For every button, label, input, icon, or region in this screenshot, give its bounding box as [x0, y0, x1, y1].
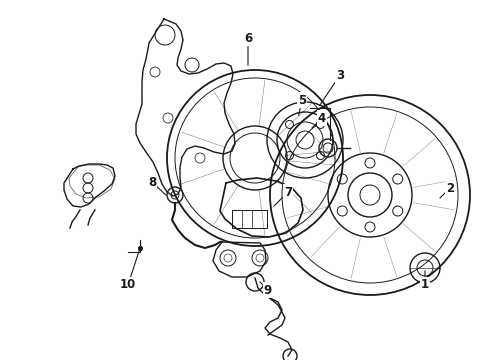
Text: 1: 1: [421, 279, 429, 292]
Text: 3: 3: [336, 68, 344, 81]
Text: 6: 6: [244, 32, 252, 45]
Text: 2: 2: [446, 181, 454, 194]
Text: 4: 4: [318, 112, 326, 125]
Text: 8: 8: [148, 176, 156, 189]
Text: 5: 5: [298, 94, 306, 107]
Text: 10: 10: [120, 279, 136, 292]
Text: 9: 9: [264, 284, 272, 297]
Bar: [232, 210, 267, 228]
Text: 7: 7: [284, 185, 292, 198]
